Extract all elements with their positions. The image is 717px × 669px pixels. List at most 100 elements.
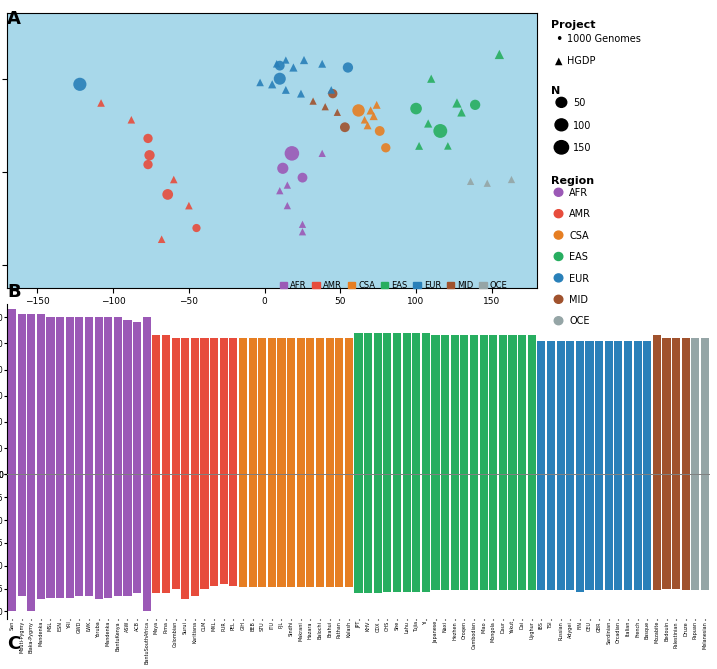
Bar	[37, 314, 45, 474]
Point	[298, 55, 310, 66]
Bar	[229, 338, 237, 474]
Point	[380, 142, 391, 153]
Bar	[489, 335, 498, 474]
Point	[274, 185, 285, 196]
Bar	[701, 338, 709, 474]
Bar	[56, 474, 65, 597]
Bar	[75, 474, 83, 596]
Bar	[56, 317, 65, 474]
Bar	[143, 317, 151, 474]
Bar	[547, 341, 555, 474]
Bar	[624, 474, 632, 590]
Point	[358, 114, 370, 125]
Text: 1000 Genomes: 1000 Genomes	[567, 34, 641, 44]
Bar	[345, 474, 353, 587]
Bar	[556, 474, 565, 590]
Bar	[249, 338, 257, 474]
Bar	[8, 474, 16, 611]
Bar	[460, 335, 468, 474]
Bar	[451, 474, 459, 590]
Point	[144, 150, 156, 161]
Bar	[432, 335, 440, 474]
Bar	[277, 338, 285, 474]
Bar	[643, 474, 651, 590]
Bar	[201, 474, 209, 589]
Point	[368, 110, 379, 121]
Bar	[412, 333, 420, 474]
Bar	[499, 335, 507, 474]
Text: CSA: CSA	[569, 231, 589, 241]
Bar	[652, 474, 661, 590]
Bar	[210, 474, 218, 585]
Point	[435, 126, 446, 136]
Point	[371, 100, 382, 110]
Bar	[27, 314, 35, 474]
Bar	[470, 474, 478, 590]
Text: Region: Region	[551, 177, 594, 187]
Text: 150: 150	[573, 143, 592, 153]
Point	[295, 88, 307, 99]
Bar	[432, 474, 440, 590]
Point	[493, 49, 505, 60]
Point	[142, 159, 153, 170]
Point	[465, 176, 476, 187]
Bar	[267, 338, 276, 474]
Point	[442, 140, 454, 151]
Bar	[17, 474, 26, 596]
Bar	[634, 474, 642, 590]
Bar	[663, 474, 670, 589]
Bar	[422, 474, 430, 591]
Bar	[518, 335, 526, 474]
Text: N: N	[551, 86, 561, 96]
Point	[327, 88, 338, 99]
Point	[297, 219, 308, 229]
Bar	[171, 474, 180, 589]
Bar	[306, 338, 315, 474]
Bar	[75, 317, 83, 474]
Text: HGDP: HGDP	[567, 56, 596, 66]
Bar	[37, 474, 45, 599]
Bar	[470, 335, 478, 474]
Bar	[229, 474, 237, 585]
Bar	[123, 474, 132, 596]
Bar	[547, 474, 555, 590]
Text: •: •	[555, 33, 562, 46]
Bar	[691, 338, 700, 474]
Bar	[672, 474, 680, 589]
Bar	[604, 341, 613, 474]
Bar	[691, 474, 700, 590]
Bar	[277, 474, 285, 587]
Bar	[181, 474, 189, 599]
Text: A: A	[7, 10, 21, 28]
Point	[365, 105, 376, 116]
Bar	[85, 474, 93, 596]
Legend: AFR, AMR, CSA, EAS, EUR, MID, OCE: AFR, AMR, CSA, EAS, EUR, MID, OCE	[277, 278, 511, 293]
Point	[414, 140, 425, 151]
Bar	[412, 474, 420, 591]
Bar	[123, 320, 132, 474]
Bar	[682, 474, 690, 590]
Text: 50: 50	[573, 98, 585, 108]
Point	[320, 101, 331, 112]
Bar	[480, 335, 488, 474]
Text: Project: Project	[551, 20, 596, 30]
Bar	[95, 474, 103, 599]
Bar	[66, 317, 74, 474]
Text: B: B	[7, 283, 21, 300]
Bar	[624, 341, 632, 474]
Text: EAS: EAS	[569, 252, 588, 262]
Point	[339, 122, 351, 132]
Bar	[85, 317, 93, 474]
Bar	[364, 333, 372, 474]
Bar	[171, 338, 180, 474]
Bar	[297, 474, 305, 587]
Point	[162, 189, 174, 200]
Bar	[354, 474, 363, 593]
Bar	[287, 474, 295, 587]
Bar	[335, 474, 343, 587]
Point	[505, 174, 517, 185]
Text: ▲: ▲	[555, 56, 562, 66]
Bar	[614, 474, 622, 590]
Point	[277, 163, 288, 174]
Point	[470, 100, 481, 110]
